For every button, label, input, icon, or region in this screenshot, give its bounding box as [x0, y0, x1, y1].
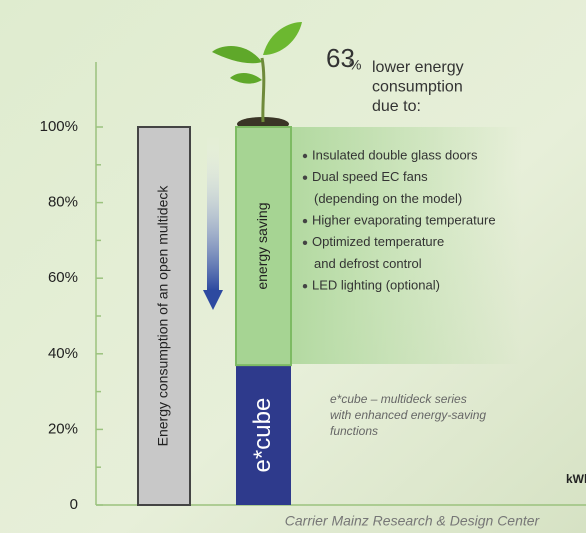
arrow-shaft: [207, 135, 219, 290]
y-tick-label: 0: [70, 496, 78, 513]
bullet-text: Dual speed EC fans: [312, 169, 428, 184]
bullet-text: Insulated double glass doors: [312, 147, 478, 162]
bar-segment: [137, 126, 191, 506]
y-tick-label: 80%: [48, 194, 78, 211]
arrow-head: [203, 290, 223, 310]
y-tick-label: 40%: [48, 345, 78, 362]
bullet-dot: [302, 153, 308, 159]
y-tick-label: 20%: [48, 420, 78, 437]
bullet-dot: [302, 175, 308, 180]
headline-unit: %: [349, 57, 361, 73]
bar-label: energy saving: [254, 202, 270, 289]
headline-value: 63: [326, 43, 355, 73]
bullet-dot: [302, 240, 308, 245]
bar-label: Energy consumption of an open multideck: [155, 185, 171, 447]
bullet-dot: [302, 284, 308, 289]
y-tick-label: 100%: [40, 118, 78, 135]
bullet-dot: [302, 218, 308, 224]
bar-label: e*cube: [249, 398, 276, 473]
note: e*cube – multideck series: [330, 392, 467, 406]
bullet-text: Higher evaporating temperature: [312, 213, 496, 228]
bullet-text: (depending on the model): [314, 191, 462, 206]
bar-segment: [235, 126, 292, 367]
bullet-text: LED lighting (optional): [312, 278, 440, 293]
note: with enhanced energy-saving: [330, 408, 486, 422]
glow: [291, 127, 521, 364]
x-unit: kWh: [566, 472, 586, 486]
y-tick-label: 60%: [48, 269, 78, 286]
headline-text: lower energy: [372, 59, 464, 76]
headline-text: due to:: [372, 98, 421, 115]
bullet-text: and defrost control: [314, 256, 422, 271]
footer: Carrier Mainz Research & Design Center: [285, 513, 541, 529]
headline-text: consumption: [372, 79, 463, 96]
bar-segment: [236, 365, 291, 505]
note: functions: [330, 424, 378, 438]
bullet-text: Optimized temperature: [312, 234, 444, 249]
